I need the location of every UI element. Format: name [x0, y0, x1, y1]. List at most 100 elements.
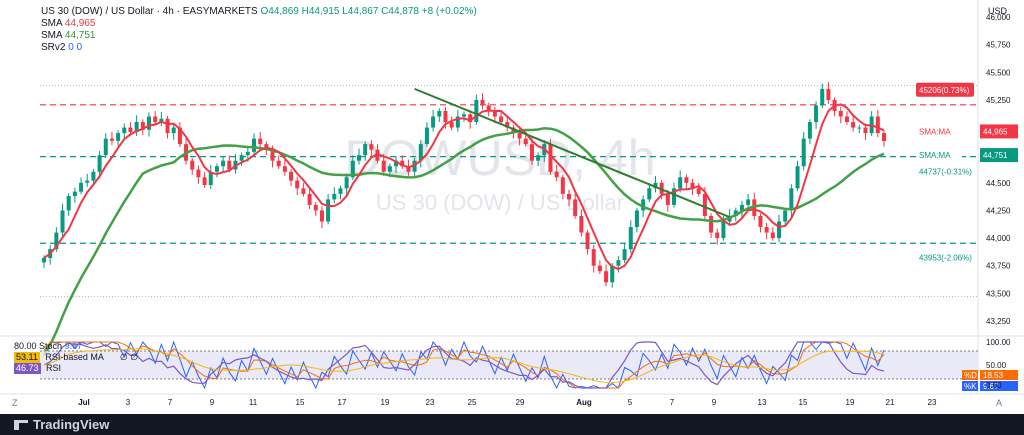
candle-body [597, 265, 602, 272]
candle-body [801, 138, 806, 167]
support2-tag: 43953(-2.06%) [916, 250, 974, 265]
candle-body [746, 199, 751, 205]
tradingview-logo[interactable]: TradingView [14, 417, 109, 432]
legend-symbol-row: US 30 (DOW) / US Dollar · 4h · EASYMARKE… [41, 6, 477, 18]
candle-body [295, 180, 300, 189]
sma-fast-price: 44,965 [983, 127, 1008, 136]
price-axis-label: 45,750 [986, 41, 1011, 50]
d-value: 18.53 [983, 371, 1004, 380]
candle-body [634, 210, 639, 228]
candle-body [245, 151, 250, 156]
candle-body [270, 149, 275, 161]
time-axis-label: 23 [426, 398, 435, 407]
candle-body [276, 160, 281, 167]
sma-slow-line [42, 126, 885, 356]
rsi-legend[interactable]: 46.73 RSI [14, 363, 61, 374]
stoch-value: 9.67 [64, 341, 83, 351]
candle-body [659, 182, 664, 194]
candle-body [363, 144, 368, 156]
ind-axis-0: 0.00 [986, 381, 1002, 390]
candle-body [474, 99, 479, 123]
legend-sma-fast[interactable]: SMA 44,965 [41, 18, 96, 30]
candle-body [344, 177, 349, 189]
candle-body [554, 171, 559, 178]
candle-body [431, 116, 436, 128]
candle-body [66, 196, 71, 211]
stoch-level-80: 80.00 [14, 341, 37, 351]
time-axis-label: 23 [928, 398, 937, 407]
time-axis-label: 7 [670, 398, 675, 407]
candle-body [560, 177, 565, 194]
candle-body [79, 182, 84, 192]
price-axis-label: 46,000 [986, 13, 1011, 22]
candle-body [567, 193, 571, 200]
candle-body [72, 191, 77, 197]
candle-body [690, 182, 695, 189]
support1-tag-bg [916, 164, 974, 179]
time-axis-label: 29 [516, 398, 525, 407]
candle-body [844, 116, 849, 123]
candle-body [480, 99, 485, 106]
sma-slow-value: 44,751 [64, 30, 96, 41]
candle-body [140, 122, 145, 130]
rsi-based-legend[interactable]: 53.11 RSI-based MA ∅ ∅ [14, 352, 138, 363]
sma-slow-price: 44,751 [983, 151, 1008, 160]
time-axis-label: 17 [338, 398, 347, 407]
candle-body [610, 265, 615, 283]
k-tag-box [962, 381, 978, 391]
sma-slow-tag-bg [916, 148, 962, 163]
symbol-title[interactable]: US 30 (DOW) / US Dollar · 4h · EASYMARKE… [41, 6, 258, 17]
legend-sma-slow[interactable]: SMA 44,751 [41, 30, 96, 42]
support2-tag-text: 43953(-2.06%) [919, 253, 972, 262]
candle-body [715, 232, 720, 239]
rsi-based-value: 53.11 [14, 352, 40, 363]
sma-fast-line [43, 103, 885, 271]
candle-body [42, 257, 46, 263]
candle-body [672, 188, 676, 205]
candle-body [412, 160, 417, 172]
candle-body [122, 127, 127, 134]
candle-body [252, 138, 256, 152]
rsi-label: RSI [46, 363, 62, 373]
candle-body [628, 227, 633, 250]
candle-body [85, 180, 90, 183]
candle-body [282, 166, 287, 172]
candle-body [764, 227, 769, 233]
candle-body [665, 193, 670, 205]
time-axis-label: 25 [468, 398, 477, 407]
candle-body [573, 199, 578, 216]
candle-body [190, 160, 195, 170]
trendline [414, 87, 730, 218]
auto-scale-mark[interactable]: A [996, 398, 1003, 408]
timezone-mark[interactable]: Z [12, 398, 18, 408]
price-axis-label: 43,750 [986, 262, 1011, 271]
candle-body [733, 210, 738, 216]
rsi-ma-line [43, 348, 885, 384]
srv-value: 0 0 [68, 42, 83, 53]
candle-body [826, 88, 831, 100]
candle-body [387, 166, 392, 172]
price-axis-label: 44,500 [986, 179, 1011, 188]
candle-body [449, 122, 454, 128]
candle-body [338, 188, 343, 194]
sma-slow-price-box [980, 148, 1018, 163]
candle-body [486, 105, 491, 111]
candle-body [196, 169, 201, 178]
legend-srv[interactable]: SRv2 0 0 [41, 42, 82, 54]
candle-body [851, 122, 856, 128]
time-axis-label: 21 [886, 398, 895, 407]
stoch-label[interactable]: Stoch [39, 341, 63, 351]
candle-body [350, 160, 355, 178]
candle-body [548, 144, 553, 172]
d-value-box [980, 370, 1018, 380]
candle-body [116, 133, 121, 141]
sma-fast-value: 44,965 [64, 18, 96, 29]
footer-bar: TradingView [0, 414, 1024, 435]
candle-body [536, 155, 541, 161]
candle-body [394, 160, 399, 167]
price-axis-label: 45,500 [986, 68, 1011, 77]
candle-body [307, 193, 312, 205]
candle-body [54, 232, 59, 250]
candle-body [709, 215, 714, 233]
